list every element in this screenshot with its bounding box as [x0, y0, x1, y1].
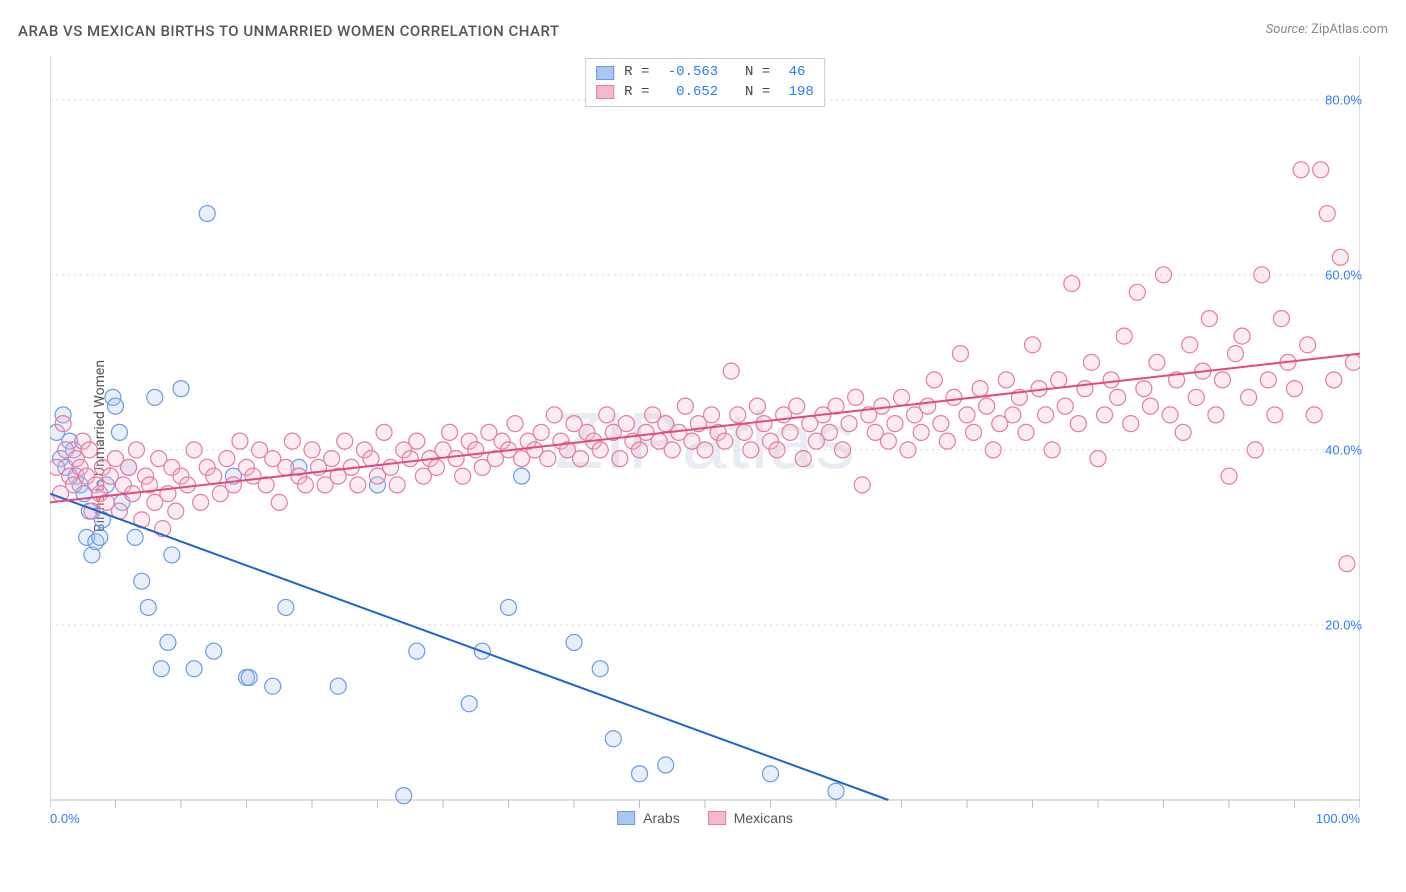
chart-area: R = -0.563 N = 46 R = 0.652 N = 198 ZIPa… — [50, 56, 1360, 826]
source-attribution: Source: ZipAtlas.com — [1266, 22, 1388, 37]
r-value-arabs: -0.563 — [668, 63, 718, 83]
y-tick-label: 60.0% — [1325, 267, 1362, 282]
source-label: Source: — [1266, 22, 1308, 37]
swatch-arabs-bottom — [617, 811, 635, 825]
y-tick-label: 80.0% — [1325, 92, 1362, 107]
n-value-mexicans: 198 — [789, 83, 814, 103]
n-value-arabs: 46 — [789, 63, 806, 83]
source-value: ZipAtlas.com — [1311, 22, 1388, 37]
correlation-legend: R = -0.563 N = 46 R = 0.652 N = 198 — [585, 58, 825, 107]
swatch-mexicans-bottom — [708, 811, 726, 825]
legend-label-mexicans: Mexicans — [734, 810, 793, 826]
series-legend: Arabs Mexicans — [617, 810, 793, 826]
legend-item-mexicans: Mexicans — [708, 810, 793, 826]
legend-row-mexicans: R = 0.652 N = 198 — [596, 83, 814, 103]
scatter-plot — [50, 56, 1360, 826]
y-tick-label: 40.0% — [1325, 442, 1362, 457]
legend-row-arabs: R = -0.563 N = 46 — [596, 63, 814, 83]
swatch-arabs — [596, 66, 614, 80]
chart-title: ARAB VS MEXICAN BIRTHS TO UNMARRIED WOME… — [18, 22, 560, 40]
y-tick-label: 20.0% — [1325, 617, 1362, 632]
swatch-mexicans — [596, 85, 614, 99]
x-axis-max-label: 100.0% — [1316, 811, 1360, 826]
legend-label-arabs: Arabs — [643, 810, 680, 826]
x-axis-min-label: 0.0% — [50, 811, 80, 826]
r-value-mexicans: 0.652 — [676, 83, 718, 103]
legend-item-arabs: Arabs — [617, 810, 680, 826]
